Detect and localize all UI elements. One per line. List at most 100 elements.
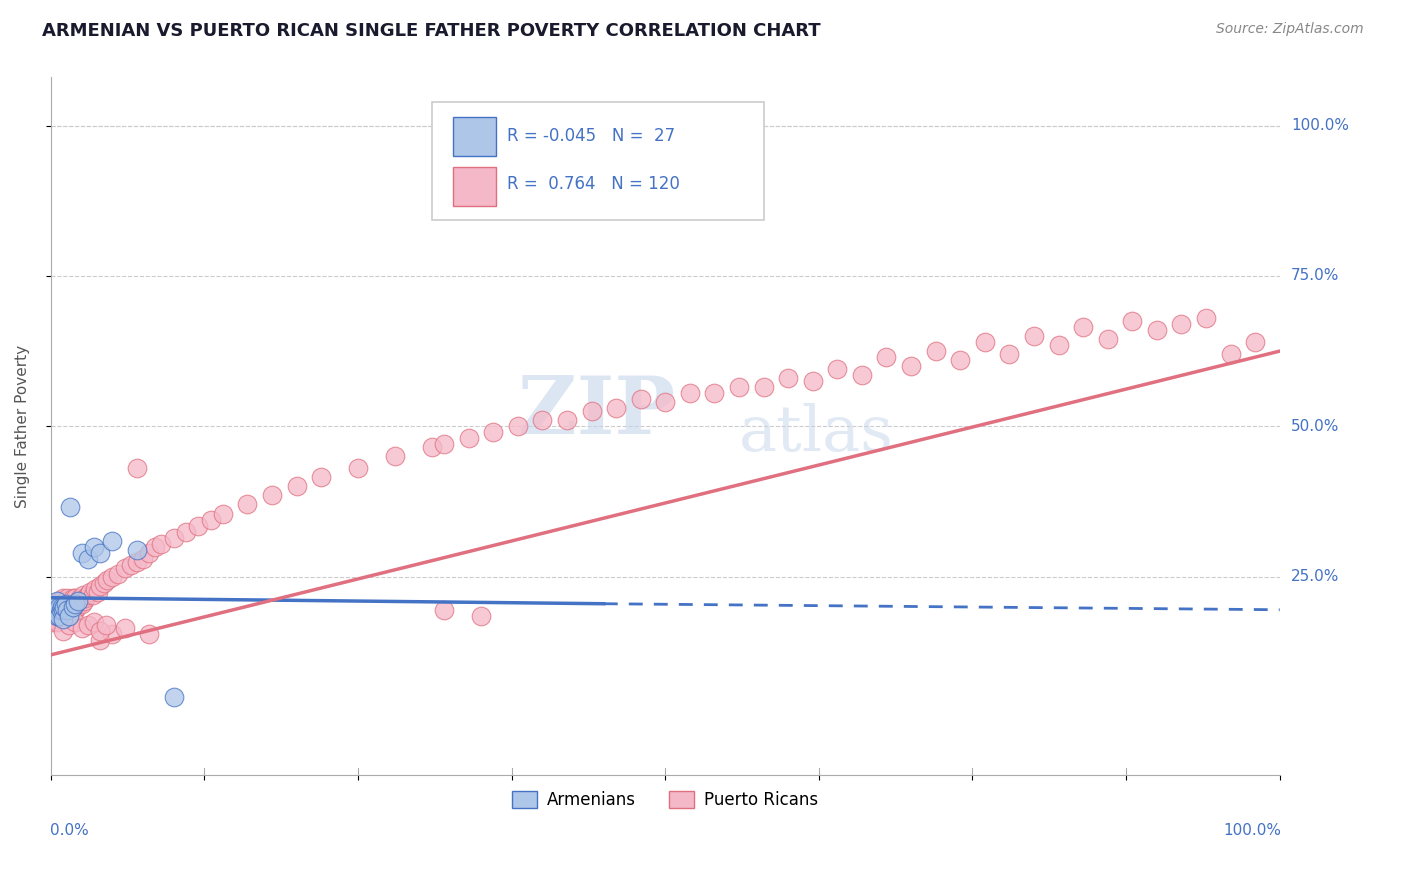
Point	[89, 579, 111, 593]
Point	[728, 380, 751, 394]
Point	[66, 597, 89, 611]
Text: 75.0%: 75.0%	[1291, 268, 1339, 284]
Point	[55, 593, 77, 607]
Point	[65, 591, 87, 605]
Point	[76, 551, 98, 566]
Point	[801, 374, 824, 388]
Point	[51, 606, 73, 620]
Point	[52, 612, 75, 626]
Point	[236, 498, 259, 512]
Point	[163, 531, 186, 545]
Point	[58, 599, 80, 614]
Point	[998, 347, 1021, 361]
Point	[62, 599, 84, 614]
Point	[605, 401, 627, 416]
Point	[66, 593, 89, 607]
Point	[59, 500, 82, 515]
Point	[260, 488, 283, 502]
Point	[48, 593, 70, 607]
Text: R = -0.045   N =  27: R = -0.045 N = 27	[506, 127, 675, 145]
Point	[49, 608, 72, 623]
Text: R =  0.764   N = 120: R = 0.764 N = 120	[506, 175, 679, 193]
Point	[778, 371, 800, 385]
Point	[52, 603, 75, 617]
Point	[51, 599, 73, 614]
Point	[187, 518, 209, 533]
Point	[52, 603, 75, 617]
Text: ZIP: ZIP	[517, 374, 675, 451]
Point	[56, 603, 79, 617]
Point	[48, 603, 70, 617]
Point	[46, 608, 69, 623]
Point	[1219, 347, 1241, 361]
Point	[66, 599, 89, 614]
Point	[132, 551, 155, 566]
Point	[384, 450, 406, 464]
Point	[531, 413, 554, 427]
Point	[457, 431, 479, 445]
Text: 25.0%: 25.0%	[1291, 569, 1339, 584]
Point	[53, 599, 76, 614]
Text: 100.0%: 100.0%	[1223, 822, 1281, 838]
Point	[70, 621, 93, 635]
Point	[752, 380, 775, 394]
Point	[433, 603, 456, 617]
Point	[114, 560, 136, 574]
Point	[827, 362, 849, 376]
Point	[62, 591, 84, 605]
Point	[482, 425, 505, 440]
Point	[107, 566, 129, 581]
Point	[60, 597, 83, 611]
Point	[654, 395, 676, 409]
Point	[65, 603, 87, 617]
Point	[1047, 338, 1070, 352]
Text: Source: ZipAtlas.com: Source: ZipAtlas.com	[1216, 22, 1364, 37]
Point	[49, 599, 72, 614]
Point	[84, 582, 107, 596]
Point	[1022, 329, 1045, 343]
Point	[44, 612, 66, 626]
Point	[56, 597, 79, 611]
Point	[79, 584, 101, 599]
Point	[70, 546, 93, 560]
Point	[347, 461, 370, 475]
Point	[679, 386, 702, 401]
Point	[875, 350, 897, 364]
Point	[52, 591, 75, 605]
Point	[101, 533, 124, 548]
Point	[58, 608, 80, 623]
Point	[45, 597, 67, 611]
Point	[56, 591, 79, 605]
Point	[72, 588, 94, 602]
Point	[56, 599, 79, 614]
Point	[70, 597, 93, 611]
Point	[83, 615, 105, 629]
Point	[89, 624, 111, 638]
Point	[200, 512, 222, 526]
Point	[851, 368, 873, 383]
Point	[150, 536, 173, 550]
Point	[46, 603, 69, 617]
Y-axis label: Single Father Poverty: Single Father Poverty	[15, 344, 30, 508]
Point	[163, 690, 186, 704]
Point	[86, 584, 108, 599]
Point	[174, 524, 197, 539]
Text: ARMENIAN VS PUERTO RICAN SINGLE FATHER POVERTY CORRELATION CHART: ARMENIAN VS PUERTO RICAN SINGLE FATHER P…	[42, 22, 821, 40]
Point	[89, 632, 111, 647]
Point	[949, 353, 972, 368]
Point	[703, 386, 725, 401]
Point	[1121, 314, 1143, 328]
Point	[82, 588, 104, 602]
Point	[973, 335, 995, 350]
Point	[924, 344, 946, 359]
Point	[120, 558, 142, 572]
Point	[143, 540, 166, 554]
Text: atlas: atlas	[740, 402, 894, 464]
Point	[1195, 311, 1218, 326]
Point	[630, 392, 652, 407]
Bar	[453, 117, 496, 155]
Point	[42, 603, 65, 617]
Point	[59, 603, 82, 617]
Point	[555, 413, 578, 427]
Point	[75, 591, 97, 605]
